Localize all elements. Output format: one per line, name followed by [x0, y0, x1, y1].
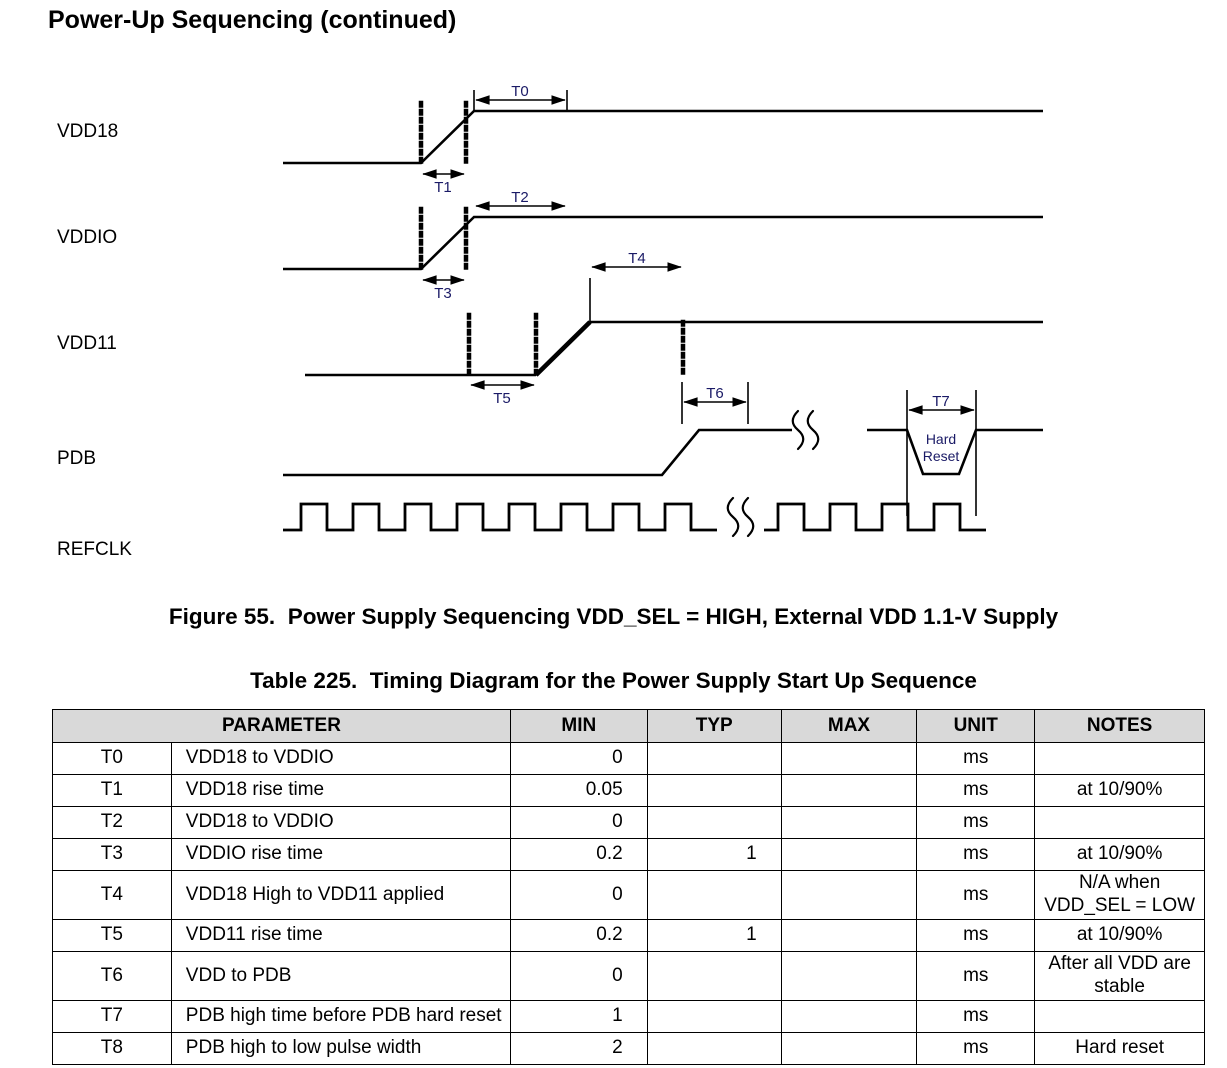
- svg-text:T2: T2: [511, 189, 529, 206]
- svg-text:T7: T7: [932, 393, 950, 410]
- svg-text:T6: T6: [706, 385, 724, 402]
- svg-text:VDD11: VDD11: [57, 333, 117, 354]
- svg-text:VDDIO: VDDIO: [57, 227, 117, 248]
- svg-text:Reset: Reset: [923, 448, 960, 464]
- svg-text:T1: T1: [434, 179, 452, 196]
- svg-text:Hard: Hard: [926, 431, 956, 447]
- svg-text:T5: T5: [493, 390, 511, 407]
- svg-text:T3: T3: [434, 285, 452, 302]
- svg-text:REFCLK: REFCLK: [57, 539, 132, 560]
- svg-text:PDB: PDB: [57, 448, 96, 469]
- svg-text:T4: T4: [628, 250, 646, 267]
- svg-text:T0: T0: [511, 83, 529, 100]
- svg-text:VDD18: VDD18: [57, 121, 118, 142]
